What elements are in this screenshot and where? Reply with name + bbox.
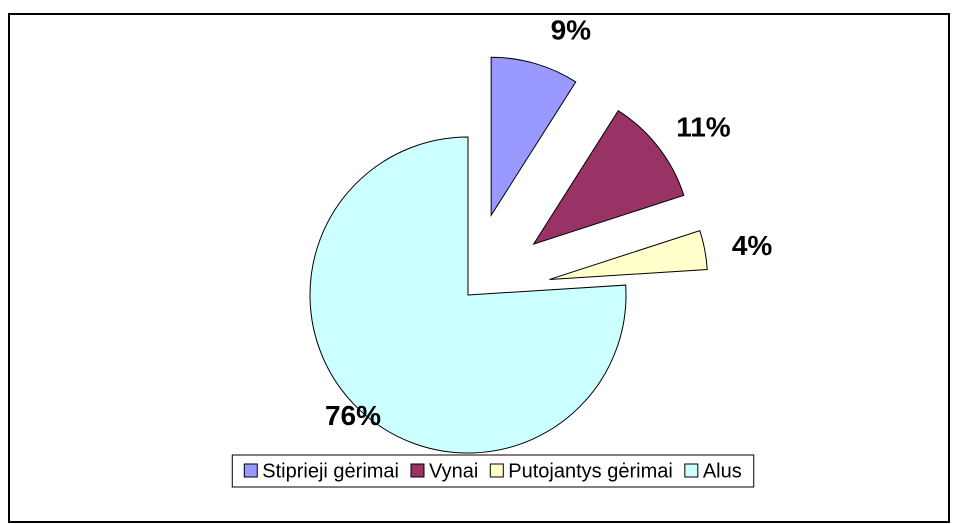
legend-label: Alus bbox=[703, 460, 742, 482]
legend-swatch bbox=[243, 463, 258, 478]
legend: Stiprieji gėrimai Vynai Putojantys gėrimai… bbox=[243, 460, 742, 482]
legend-swatch bbox=[684, 463, 699, 478]
data-label: 76% bbox=[325, 400, 381, 431]
pie-slice bbox=[490, 56, 577, 218]
data-label: 11% bbox=[676, 111, 731, 142]
pie-slice bbox=[309, 136, 627, 454]
data-label: 4% bbox=[732, 230, 773, 261]
pie-slice bbox=[549, 229, 708, 280]
legend-swatch bbox=[410, 463, 425, 478]
legend-label: Vynai bbox=[429, 460, 478, 482]
pie-slice bbox=[532, 110, 685, 246]
legend-swatch bbox=[489, 463, 504, 478]
legend-label: Stiprieji gėrimai bbox=[262, 460, 399, 482]
data-label: 9% bbox=[551, 14, 592, 45]
legend-label: Putojantys gėrimai bbox=[508, 460, 673, 482]
